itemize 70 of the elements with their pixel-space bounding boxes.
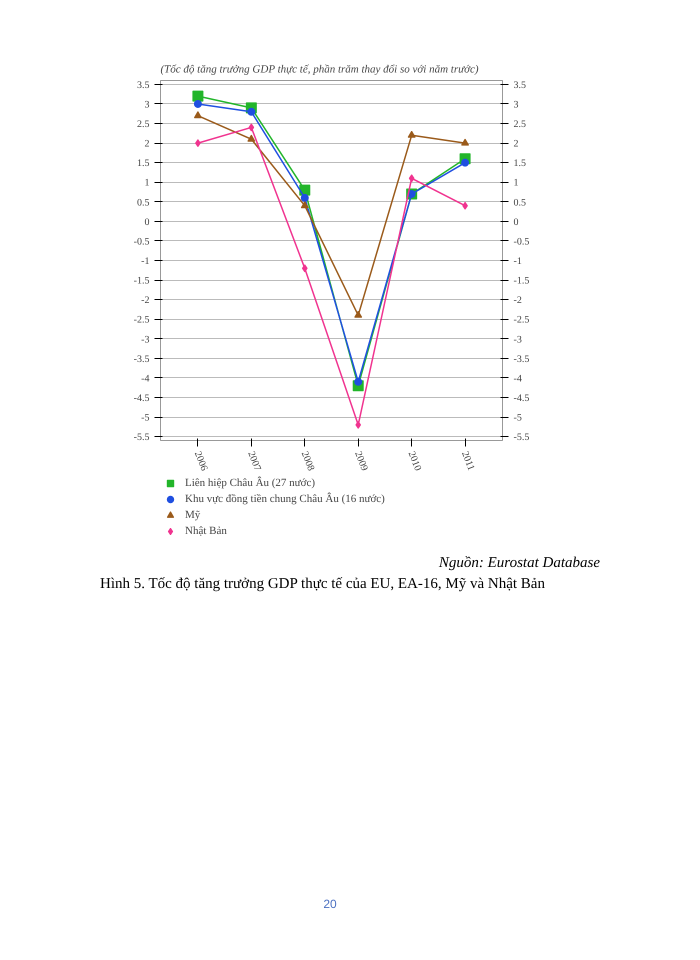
y2-tick-label: -3: [514, 334, 522, 346]
y2-tick-label: 1: [514, 178, 518, 189]
x-tick-label: 2008: [298, 450, 316, 472]
y2-tick-label: 0.5: [514, 197, 526, 208]
point: [461, 138, 470, 146]
y2-tick-label: -5: [514, 412, 522, 424]
point: [461, 158, 470, 167]
point: [408, 174, 414, 182]
point: [192, 90, 204, 102]
point: [195, 139, 201, 148]
y-tick-label: 0.5: [137, 197, 150, 208]
y2-tick-label: 2.5: [514, 119, 526, 130]
y-tick-label: -5: [141, 412, 150, 424]
y2-tick-label: 1.5: [514, 158, 526, 170]
y-tick-label: 0: [144, 216, 150, 228]
x-tick-label: 2007: [245, 450, 263, 472]
y-tick-label: 3.5: [137, 80, 150, 91]
y2-tick-label: 2: [514, 138, 518, 150]
y-tick-label: -2: [141, 295, 150, 306]
point: [354, 378, 362, 386]
chart-subtitle: (Tốc độ tăng trưởng GDP thực tế, phần trăm thay đổi so với năm trước): [160, 64, 479, 76]
point: [354, 310, 362, 318]
y2-tick-label: -2: [514, 295, 522, 306]
x-tick-label: 2009: [352, 450, 370, 472]
x-tick-label: 2006: [192, 450, 210, 472]
y-tick-label: -0.5: [134, 236, 150, 248]
point: [300, 194, 309, 202]
y-tick-label: -2.5: [134, 314, 150, 326]
point: [355, 420, 362, 429]
legend-label: Nhật Bản: [185, 524, 227, 539]
legend-label: Khu vực đồng tiền chung Châu Âu (16 nước): [185, 492, 385, 507]
y2-tick-label: -0.5: [514, 236, 530, 248]
y-tick-label: 2: [144, 138, 150, 150]
y2-tick-label: -3.5: [514, 354, 530, 365]
y2-tick-label: -4.5: [514, 392, 530, 404]
text: Nguồn: Eurostat Database: [438, 554, 600, 573]
point: [194, 111, 202, 118]
y-tick-label: -1.5: [134, 276, 150, 287]
y2-tick-label: -5.5: [514, 432, 530, 444]
y2-tick-label: 0: [514, 216, 518, 228]
x-tick-label: 2011: [459, 450, 476, 472]
point: [194, 100, 202, 108]
x-tick-label: 2010: [406, 450, 424, 472]
y2-tick-label: -1.5: [514, 276, 530, 287]
y-tick-label: 1.5: [137, 158, 150, 170]
y2-tick-label: 3: [514, 99, 518, 110]
y-tick-label: -1: [141, 256, 150, 267]
point: [247, 134, 256, 142]
y2-tick-label: -4: [514, 373, 522, 384]
text: 20: [323, 896, 337, 913]
y2-tick-label: -1: [514, 256, 522, 267]
legend-label: Mỹ: [185, 508, 202, 523]
y-tick-label: -3.5: [134, 354, 150, 365]
point: [302, 264, 308, 272]
y-tick-label: -3: [141, 334, 150, 346]
point: [247, 108, 256, 116]
y-tick-label: -4.5: [134, 392, 150, 404]
legend-label: Liên hiệp Châu Âu (27 nước): [185, 476, 315, 491]
point: [408, 130, 416, 138]
y-tick-label: 2.5: [137, 119, 150, 130]
point: [248, 123, 254, 132]
y-tick-label: 1: [144, 178, 150, 189]
y-tick-label: -4: [141, 373, 150, 384]
y-tick-label: -5.5: [134, 432, 150, 444]
y-tick-label: 3: [144, 99, 150, 110]
text: Hình 5. Tốc độ tăng trưởng GDP thực tế của EU, EA-16, Mỹ và Nhật Bản: [100, 575, 545, 594]
point: [462, 202, 468, 210]
y2-tick-label: -2.5: [514, 314, 530, 326]
y2-tick-label: 3.5: [514, 80, 526, 91]
point: [300, 201, 309, 208]
